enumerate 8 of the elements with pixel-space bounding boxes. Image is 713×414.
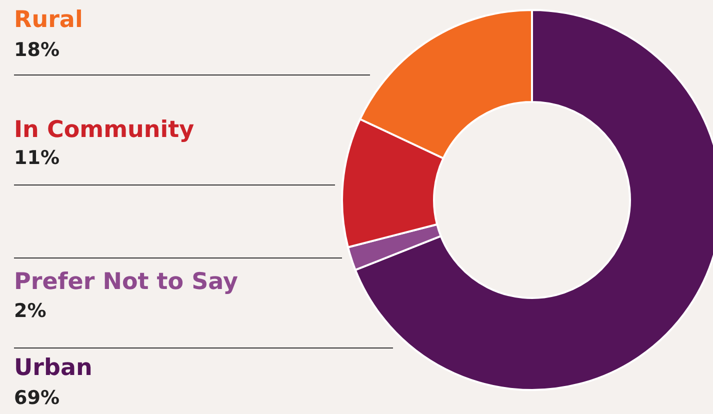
data-label: 69% — [14, 387, 60, 409]
data-label: 2% — [14, 300, 46, 322]
slice-label: Rural — [14, 7, 83, 33]
data-label: 18% — [14, 39, 60, 61]
slice-label: Prefer Not to Say — [14, 269, 238, 295]
data-label: 11% — [14, 147, 60, 169]
slice-label: Urban — [14, 355, 92, 381]
slice-label: In Community — [14, 117, 194, 143]
